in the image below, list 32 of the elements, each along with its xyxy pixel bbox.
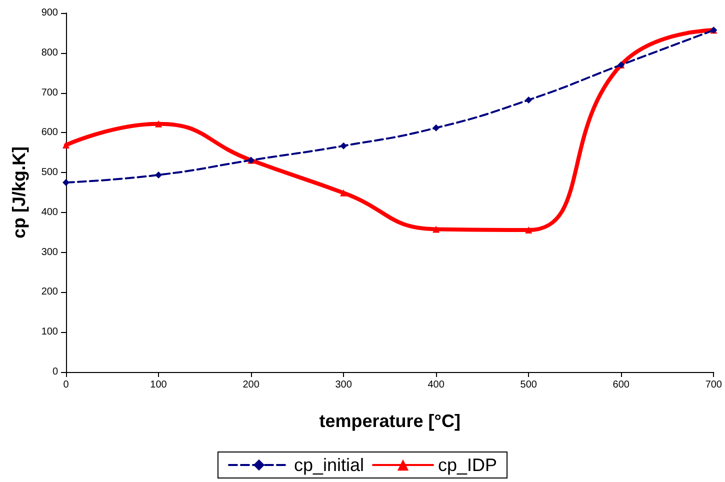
y-tick-label: 800 — [41, 47, 58, 58]
x-tick-label: 500 — [520, 380, 538, 390]
point — [432, 124, 440, 132]
x-tick-label: 0 — [63, 380, 70, 390]
point — [525, 96, 532, 104]
point — [340, 142, 348, 150]
y-axis-title: cp [J/kg.K] — [9, 146, 29, 239]
x-axis-title: temperature [°C] — [319, 411, 460, 431]
x-tick-label: 400 — [428, 380, 445, 390]
y-tick-label: 400 — [41, 206, 58, 218]
y-tick-label: 100 — [41, 326, 58, 338]
legend-label: cp_initial — [294, 455, 364, 475]
y-tick-label: 600 — [41, 127, 58, 138]
point — [340, 189, 348, 196]
y-tick-label: 500 — [41, 167, 58, 178]
point — [62, 142, 70, 149]
y-tick-label: 300 — [41, 246, 58, 258]
legend-label: cp_IDP — [438, 455, 498, 475]
point — [525, 226, 532, 234]
y-tick-label: 700 — [41, 87, 58, 98]
x-tick-label: 200 — [242, 380, 260, 390]
point — [432, 226, 440, 233]
point — [155, 120, 162, 128]
x-tick-label: 100 — [150, 380, 168, 390]
y-tick-label: 0 — [52, 366, 58, 378]
x-tick-label: 600 — [612, 380, 630, 390]
y-tick-label: 900 — [41, 8, 58, 18]
x-tick-label: 700 — [705, 380, 722, 390]
x-tick-label: 300 — [335, 380, 352, 390]
point — [155, 171, 162, 178]
point — [62, 179, 70, 186]
y-tick-label: 200 — [41, 286, 58, 298]
